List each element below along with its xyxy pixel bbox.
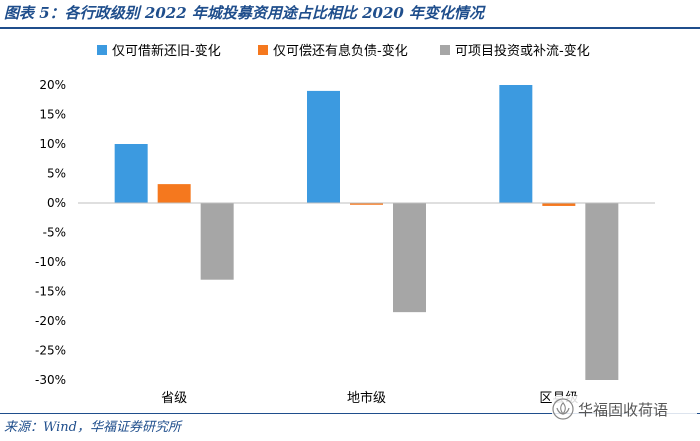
y-tick-label: -20% [35, 314, 66, 328]
bar-series3 [585, 203, 619, 380]
y-tick-label: 5% [47, 167, 66, 181]
legend-swatch-1 [97, 45, 107, 55]
bar-series3 [200, 203, 234, 280]
y-tick-label: -25% [35, 344, 66, 358]
title-divider [0, 27, 700, 29]
chart-title: 图表 5：各行政级别 2022 年城投募资用途占比相比 2020 年变化情况 [4, 4, 485, 22]
y-tick-label: -5% [43, 226, 66, 240]
y-tick-label: 10% [39, 137, 66, 151]
x-category-label: 地市级 [347, 390, 386, 406]
bar-series1 [499, 85, 533, 203]
legend-label-1: 仅可借新还旧-变化 [112, 43, 221, 59]
source-note: 来源：Wind，华福证券研究所 [4, 420, 181, 435]
legend-label-3: 可项目投资或补流-变化 [455, 43, 590, 59]
y-tick-label: -15% [35, 285, 66, 299]
lotus-logo-icon [552, 398, 574, 420]
bar-series2 [350, 203, 383, 205]
y-tick-label: -10% [35, 255, 66, 269]
x-category-label: 省级 [161, 391, 187, 406]
watermark: 华福固收荷语 [552, 396, 697, 422]
y-tick-label: -30% [35, 373, 66, 387]
legend-swatch-2 [258, 45, 268, 55]
bar-series3 [393, 203, 426, 313]
bar-series1 [307, 90, 340, 203]
legend-swatch-3 [440, 45, 450, 55]
bar-series2 [157, 184, 191, 203]
y-tick-label: 15% [39, 108, 66, 122]
legend-label-2: 仅可偿还有息负债-变化 [273, 43, 408, 59]
bar-chart: 仅可借新还旧-变化 仅可偿还有息负债-变化 可项目投资或补流-变化 20% 15% 10%… [35, 43, 655, 406]
watermark-text: 华福固收荷语 [578, 400, 669, 419]
source-divider [0, 413, 700, 414]
bar-series1 [114, 144, 148, 203]
y-tick-label: 20% [39, 78, 66, 92]
y-tick-label: 0% [47, 196, 66, 210]
bar-series2 [542, 203, 576, 206]
